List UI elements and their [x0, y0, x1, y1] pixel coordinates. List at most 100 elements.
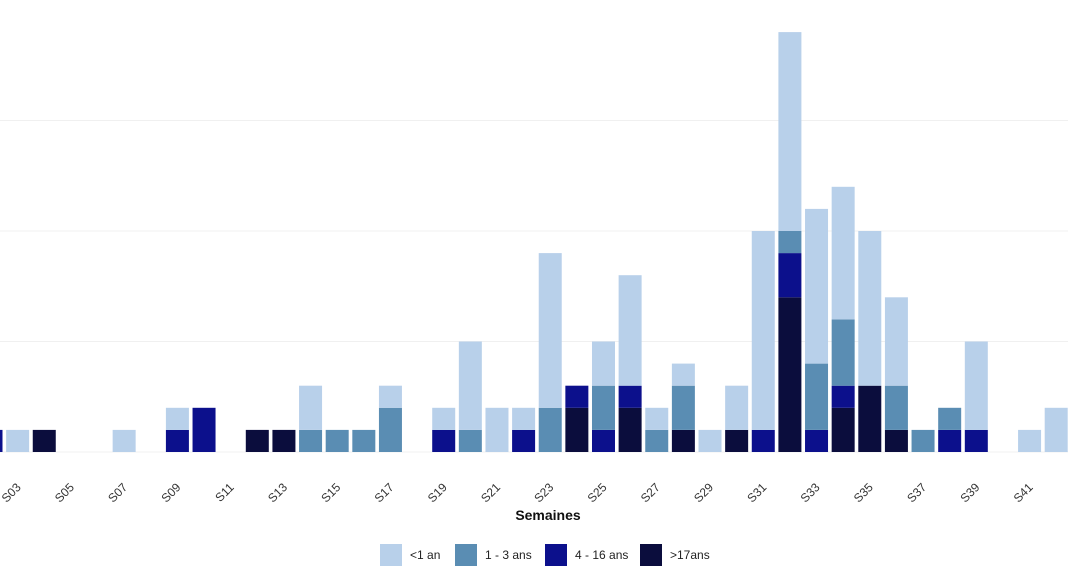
bar-s39-1-an: [964, 341, 988, 430]
bar-s23-1-3-ans: [538, 407, 562, 452]
bar-s20-1-3-ans: [458, 429, 482, 452]
bar-s10-4-16-ans: [192, 407, 216, 452]
bar-s09-4-16-ans: [165, 429, 189, 452]
bar-s38-4-16-ans: [938, 429, 962, 452]
bar-s04-17ans: [32, 429, 56, 452]
bar-s32-17ans: [778, 297, 802, 452]
x-tick-s21: S21: [478, 480, 503, 505]
bar-s17-1-3-ans: [378, 407, 402, 452]
bar-s41-1-an: [1018, 429, 1042, 452]
bar-s22-4-16-ans: [512, 429, 536, 452]
bar-s25-1-an: [591, 341, 615, 386]
x-tick-s27: S27: [638, 480, 663, 505]
legend-swatch-1-an: [380, 544, 402, 566]
bar-s32-1-an: [778, 32, 802, 231]
bar-s19-1-an: [432, 407, 456, 430]
x-tick-s05: S05: [52, 480, 77, 505]
x-axis-title: Semaines: [515, 507, 581, 523]
bar-s34-17ans: [831, 407, 855, 452]
x-tick-s33: S33: [798, 480, 823, 505]
bar-s14-1-3-ans: [299, 429, 323, 452]
bar-s35-17ans: [858, 385, 882, 452]
legend-label-4-16-ans: 4 - 16 ans: [575, 548, 628, 562]
bar-s22-1-an: [512, 407, 536, 430]
x-tick-s07: S07: [105, 480, 130, 505]
bar-s33-1-3-ans: [805, 363, 829, 430]
bar-s19-4-16-ans: [432, 429, 456, 452]
bar-s28-17ans: [671, 429, 695, 452]
bar-s34-1-an: [831, 186, 855, 320]
bar-s36-1-3-ans: [884, 385, 908, 430]
x-tick-labels: S03 S05 S07 S09 S11 S13 S15 S17 S19 S21 S23 S25 S27 S…: [0, 480, 1036, 505]
bar-s26-1-an: [618, 275, 642, 386]
bar-s09-1-an: [165, 407, 189, 430]
bar-s27-1-3-ans: [645, 429, 669, 452]
bar-s32-1-3-ans: [778, 231, 802, 254]
bar-s36-1-an: [884, 297, 908, 386]
x-tick-s11: S11: [212, 480, 237, 505]
x-tick-s09: S09: [159, 480, 184, 505]
bar-s28-1-an: [671, 363, 695, 386]
bar-s24-17ans: [565, 407, 589, 452]
bar-s26-4-16-ans: [618, 385, 642, 408]
bar-s26-17ans: [618, 407, 642, 452]
bar-s28-1-3-ans: [671, 385, 695, 430]
x-tick-s37: S37: [904, 480, 929, 505]
legend-swatch-17ans: [640, 544, 662, 566]
bar-s30-17ans: [725, 429, 749, 452]
bar-s35-1-an: [858, 231, 882, 386]
bar-s15-1-3-ans: [325, 429, 349, 452]
bar-s39-4-16-ans: [964, 429, 988, 452]
legend-item-1-3-ans: 1 - 3 ans: [455, 544, 532, 566]
bar-s25-1-3-ans: [591, 385, 615, 430]
bar-s29-1-an: [698, 429, 722, 452]
bar-s20-1-an: [458, 341, 482, 430]
bar-s21-1-an: [485, 407, 509, 452]
bar-s17-1-an: [378, 385, 402, 408]
bar-s27-1-an: [645, 407, 669, 430]
legend-label-1-3-ans: 1 - 3 ans: [485, 548, 532, 562]
bar-s33-1-an: [805, 208, 829, 364]
bar-s23-1-an: [538, 253, 562, 408]
legend-item-1-an: <1 an: [380, 544, 440, 566]
bar-s12-17ans: [245, 429, 269, 452]
bar-s16-1-3-ans: [352, 429, 376, 452]
bar-s25-4-16-ans: [591, 429, 615, 452]
bars: [0, 32, 1068, 452]
bar-s31-4-16-ans: [751, 429, 775, 452]
legend-item-4-16-ans: 4 - 16 ans: [545, 544, 628, 566]
bar-s42-1-an: [1044, 407, 1068, 452]
bar-s32-4-16-ans: [778, 253, 802, 298]
x-tick-s35: S35: [851, 480, 876, 505]
legend-swatch-4-16-ans: [545, 544, 567, 566]
bar-s02-4-16-ans: [0, 429, 3, 452]
bar-s31-1-an: [751, 231, 775, 430]
bar-s13-17ans: [272, 429, 296, 452]
legend-swatch-1-3-ans: [455, 544, 477, 566]
bar-s34-4-16-ans: [831, 385, 855, 408]
bar-s03-1-an: [6, 429, 30, 452]
x-tick-s39: S39: [957, 480, 982, 505]
x-tick-s17: S17: [372, 480, 397, 505]
bar-s14-1-an: [299, 385, 323, 430]
x-tick-s13: S13: [265, 480, 290, 505]
x-tick-s03: S03: [0, 480, 24, 505]
bar-s07-1-an: [112, 429, 136, 452]
bar-s33-4-16-ans: [805, 429, 829, 452]
x-tick-s15: S15: [318, 480, 343, 505]
bar-s34-1-3-ans: [831, 319, 855, 386]
x-tick-s41: S41: [1011, 480, 1036, 505]
bar-s24-4-16-ans: [565, 385, 589, 408]
bar-s30-1-an: [725, 385, 749, 430]
bar-s37-1-3-ans: [911, 429, 935, 452]
legend: <1 an 1 - 3 ans 4 - 16 ans >17ans: [380, 544, 710, 566]
x-tick-s29: S29: [691, 480, 716, 505]
x-tick-s19: S19: [425, 480, 450, 505]
bar-s38-1-3-ans: [938, 407, 962, 430]
legend-label-17ans: >17ans: [670, 548, 710, 562]
x-tick-s25: S25: [585, 480, 610, 505]
legend-label-1-an: <1 an: [410, 548, 440, 562]
x-tick-s23: S23: [531, 480, 556, 505]
